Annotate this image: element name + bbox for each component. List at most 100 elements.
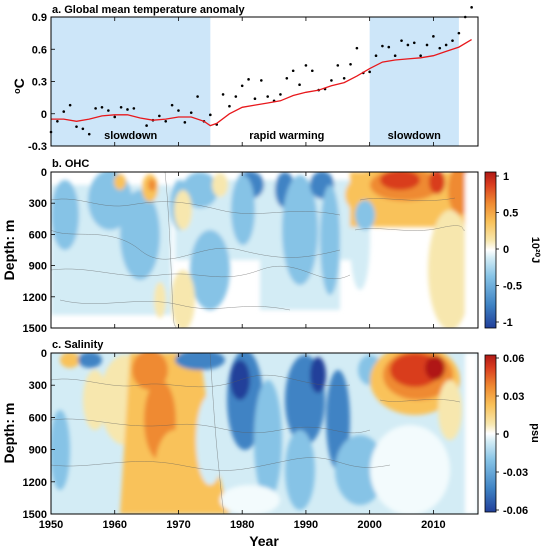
temperature-point [330,79,333,82]
temperature-point [260,79,263,82]
period-label-1: slowdown [104,130,157,142]
panel-c-y-ticks: 0 300 600 900 1200 1500 [23,348,55,521]
temperature-point [221,93,225,96]
temperature-point [94,107,97,110]
temperature-point [285,76,289,80]
ohc-colorbar-tick-label: -0.5 [503,281,522,293]
temperature-point [451,39,454,42]
temperature-point [393,54,397,57]
panel-b-axes-frame [50,171,479,329]
salinity-colorbar-tick-label: -0.06 [503,505,528,517]
panel-c-y-tick-label: 1500 [23,509,47,521]
panel-c-y-tick-label: 900 [29,445,47,457]
panel-b-title: b. OHC [52,158,89,170]
temperature-point [62,110,66,113]
panel-c-axes-frame [50,352,479,515]
temperature-point [132,107,136,110]
panel-c: c. Salinity [1,339,541,531]
temperature-point [107,109,110,112]
salinity-colorbar [484,354,497,513]
temperature-point [444,43,448,47]
temperature-point [113,115,117,119]
panel-b: b. OHC [1,158,541,335]
temperature-point [298,83,301,87]
temperature-point [183,121,187,124]
panel-b-y-tick-label: 600 [29,229,47,241]
temperature-point [56,119,59,123]
salinity-colorbar-tick-label: -0.03 [503,467,528,479]
panel-c-title: c. Salinity [52,339,104,351]
temperature-point [355,46,359,50]
temperature-point [209,113,212,117]
temperature-point [196,95,199,98]
temperature-point [349,63,352,66]
temperature-point [412,41,416,45]
shaded-periods [51,17,459,146]
ohc-colorbar-tick-label: 0.5 [503,208,518,220]
temperature-point [100,106,104,109]
panel-a-y-label: oC [11,78,27,94]
x-axis-label: Year [249,533,279,549]
period-label-rapid-warming: rapid warming [249,130,324,142]
ohc-colorbar-tick-label: 0 [503,244,509,256]
panel-b-x-ticks [50,172,434,328]
temperature-point [279,93,282,96]
temperature-point [387,45,391,49]
panel-b-y-tick-label: 900 [29,261,47,273]
panel-c-y-tick-label: 0 [41,348,47,360]
ohc-colorbar [484,171,497,329]
temperature-point [247,78,250,81]
temperature-point [119,106,123,109]
shaded-period-1 [51,17,211,146]
temperature-point [400,39,403,42]
ohc-colorbar-tick-label: -1 [503,317,513,329]
temperature-points [49,6,473,137]
temperature-point [425,43,429,47]
ohc-heatmap [51,172,478,328]
salinity-colorbar-tick-label: 0.06 [503,353,524,365]
panel-c-y-label: Depth: m [1,403,17,464]
temperature-point [342,76,346,80]
x-tick-label: 1990 [294,519,318,531]
panel-a-x-ticks [50,17,434,146]
temperature-point [189,111,193,114]
temperature-point [177,109,180,112]
temperature-point [266,95,269,98]
panel-c-y-tick-label: 300 [29,380,47,392]
panel-a: a. Global mean temperature anomaly slowd… [11,4,479,153]
x-tick-label: 1960 [102,519,126,531]
temperature-point [304,64,308,67]
temperature-point [164,119,168,123]
ohc-colorbar-tick-label: 1 [503,171,509,183]
panel-b-y-label: Depth: m [1,220,17,281]
temperature-point [240,84,244,88]
x-tick-label: 2000 [357,519,381,531]
temperature-point [406,43,410,47]
temperature-point [432,35,435,38]
panel-a-y-tick-label: 0.6 [32,44,47,56]
panel-c-x-ticks: 1950 1960 1970 1980 1990 2000 2010 [39,353,446,531]
panel-b-y-tick-label: 1500 [23,323,47,335]
panel-a-y-tick-label: 0.9 [32,12,47,24]
panel-b-y-ticks: 0 300 600 900 1200 1500 [23,167,55,335]
panel-c-y-tick-label: 1200 [23,477,47,489]
temperature-point [381,44,384,48]
panel-a-y-tick-label: 0 [41,109,47,121]
temperature-point [75,125,78,128]
temperature-point [234,95,238,98]
ohc-colorbar-label: 10²⁰J [529,237,541,263]
panel-c-y-tick-label: 600 [29,412,47,424]
temperature-point [470,6,473,9]
panel-b-y-tick-label: 0 [41,167,47,179]
temperature-trend-line [51,39,472,127]
salinity-heatmap [51,353,478,514]
panel-a-y-ticks: -0.3 0 0.3 0.6 0.9 [28,12,55,153]
temperature-point [228,104,231,108]
temperature-point [310,69,314,73]
period-label-2: slowdown [388,130,441,142]
temperature-point [145,124,148,127]
temperature-point [126,108,129,111]
temperature-point [438,46,442,50]
temperature-point [419,54,422,57]
